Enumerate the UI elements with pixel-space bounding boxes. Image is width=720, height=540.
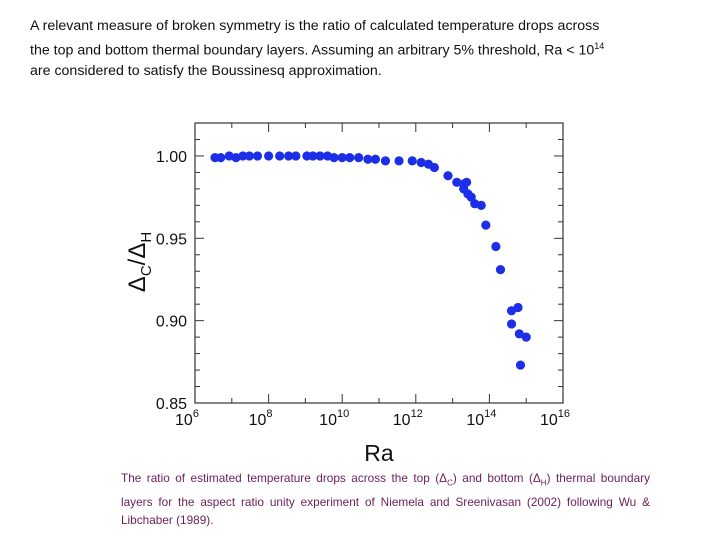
intro-text: A relevant measure of broken symmetry is… <box>30 16 700 81</box>
data-point <box>452 177 462 187</box>
x-tick-exponent: 16 <box>558 408 570 420</box>
data-point <box>345 152 355 163</box>
data-point <box>506 319 517 329</box>
caption-part-2: ) and bottom (Δ <box>452 471 541 485</box>
figure-caption: The ratio of estimated temperature drops… <box>121 469 650 530</box>
x-tick-exponent: 6 <box>193 408 199 420</box>
data-point <box>354 152 364 163</box>
data-point <box>315 151 325 161</box>
y-tick-label: 0.85 <box>156 396 187 413</box>
intro-line-1: A relevant measure of broken symmetry is… <box>30 18 600 34</box>
data-point <box>252 151 263 161</box>
y-axis-label: ΔC/ΔH <box>124 232 155 292</box>
data-point <box>244 151 254 161</box>
data-point <box>363 154 373 164</box>
y-tick-labels: 1.00 0.95 0.90 0.85 <box>156 149 187 413</box>
x-tick-label: 1012 <box>393 408 423 429</box>
y-tick-label: 0.90 <box>156 314 187 331</box>
caption-sub-1: C <box>447 478 453 488</box>
data-point <box>231 152 241 163</box>
x-tick-label: 1016 <box>540 408 570 429</box>
x-tick-base: 10 <box>249 412 267 429</box>
y-tick-label: 0.95 <box>156 231 187 248</box>
x-tick-base: 10 <box>175 412 193 429</box>
data-point <box>380 156 391 166</box>
intro-line-3: are considered to satisfy the Boussinesq… <box>30 62 382 79</box>
data-point <box>216 152 226 163</box>
data-points <box>210 151 531 370</box>
data-point <box>491 241 501 252</box>
x-tick-exponent: 14 <box>484 408 496 420</box>
data-point <box>394 156 404 166</box>
x-tick-labels: 106 108 1010 1012 1014 1016 <box>175 408 570 429</box>
data-point <box>443 171 453 181</box>
caption-sub-2: H <box>540 478 547 488</box>
data-point <box>329 152 339 163</box>
x-tick-base: 10 <box>466 412 484 429</box>
intro-line-2: the top and bottom thermal boundary laye… <box>30 42 595 59</box>
data-point <box>291 151 301 161</box>
data-point <box>476 200 486 210</box>
y-label-sub-c: C <box>138 265 155 276</box>
x-tick-base: 10 <box>540 412 558 429</box>
data-point <box>264 151 274 161</box>
data-point <box>337 152 347 163</box>
x-tick-label: 1010 <box>319 408 349 429</box>
x-tick-exponent: 12 <box>411 408 423 420</box>
caption-part-1: The ratio of estimated temperature drops… <box>121 471 448 485</box>
data-point <box>407 156 417 166</box>
data-point <box>370 154 381 164</box>
x-tick-label: 108 <box>249 408 273 429</box>
y-label-separator: /Δ <box>124 243 151 266</box>
data-point <box>416 157 426 168</box>
x-tick-base: 10 <box>319 412 337 429</box>
data-point <box>481 220 491 230</box>
data-point <box>275 151 285 161</box>
x-tick-exponent: 10 <box>337 408 349 420</box>
x-axis-label: Ra <box>364 440 394 466</box>
data-point <box>284 151 294 161</box>
plot-frame <box>194 122 564 404</box>
caption-part-3: ) thermal boundary layers for the aspect… <box>121 471 650 528</box>
data-point <box>308 151 318 161</box>
data-point <box>238 151 248 161</box>
y-label-sub-h: H <box>138 232 155 243</box>
intro-line-2-exponent: 14 <box>594 41 605 51</box>
x-tick-label: 106 <box>175 408 199 429</box>
data-point <box>521 332 531 342</box>
x-tick-label: 1014 <box>466 408 496 429</box>
data-point <box>514 329 524 339</box>
data-point <box>513 302 523 313</box>
data-point <box>429 162 439 173</box>
data-point <box>495 264 506 275</box>
y-tick-label: 1.00 <box>156 149 187 166</box>
tick-marks <box>194 122 564 404</box>
data-point <box>515 360 526 370</box>
y-label-delta-1: Δ <box>124 276 151 292</box>
x-tick-exponent: 8 <box>266 408 272 420</box>
x-tick-base: 10 <box>393 412 411 429</box>
